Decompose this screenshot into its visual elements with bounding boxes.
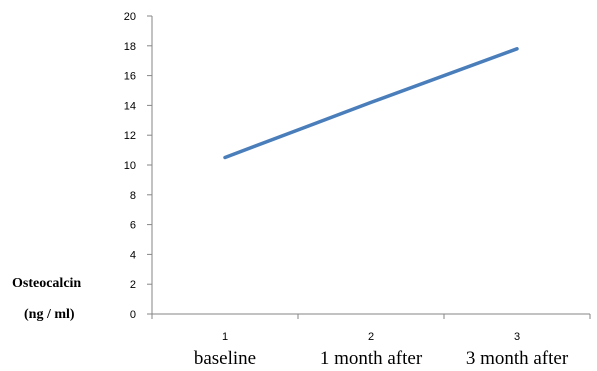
x-tick-label: 2 [368,331,374,343]
series-group [223,47,519,160]
y-tick-label: 6 [130,220,136,232]
y-tick-label: 18 [124,41,136,53]
y-tick-label: 4 [130,249,136,261]
y-tick-label: 20 [124,11,136,23]
x-tick-label: 1 [222,331,228,343]
y-tick-label: 16 [124,71,136,83]
y-tick-label: 14 [124,100,136,112]
y-tick-label: 12 [124,130,136,142]
x-tick-group: 1 2 3 [151,314,591,343]
y-tick-label: 2 [130,279,136,291]
category-label: 3 month after [466,348,569,369]
category-label: 1 month after [320,348,423,369]
y-axis-label-line1: Osteocalcin [12,276,81,291]
series-line [223,47,519,160]
y-tick-group: 0 2 4 6 8 10 12 14 16 18 20 [124,11,152,321]
x-tick-label: 3 [514,331,520,343]
category-label: baseline [194,348,256,369]
category-label-group: baseline 1 month after 3 month after [194,348,569,369]
y-tick-label: 0 [130,309,136,321]
y-tick-label: 10 [124,160,136,172]
y-axis-label-line2: (ng / ml) [24,307,75,322]
y-tick-label: 8 [130,190,136,202]
